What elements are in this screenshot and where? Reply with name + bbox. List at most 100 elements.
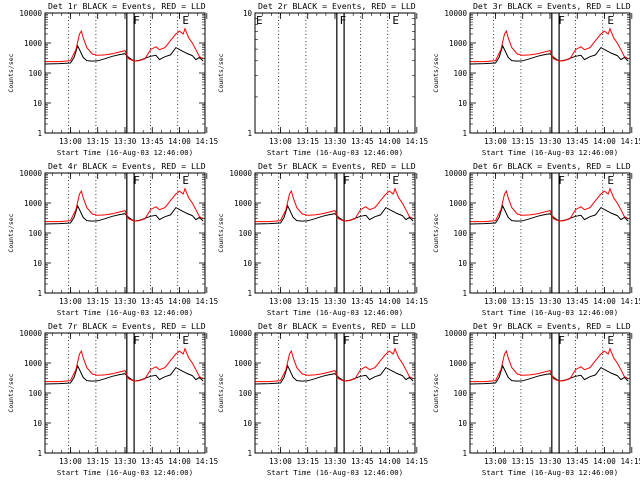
panel-5r: Det 5r BLACK = Events, RED = LLD Counts/s…: [217, 161, 428, 317]
x-tick-label: 14:15: [196, 297, 219, 306]
y-tick-label: 1: [462, 129, 467, 138]
y-tick-label: 100: [453, 229, 467, 238]
y-tick-label: 10: [458, 259, 468, 268]
lld-series-line: [470, 187, 629, 223]
x-tick-label: 13:45: [566, 457, 589, 466]
y-axis-label: Counts/sec: [217, 213, 225, 252]
flag-label: F: [343, 334, 350, 347]
x-tick-label: 13:45: [566, 297, 589, 306]
y-tick-label: 1000: [24, 39, 43, 48]
panel-4r: Det 4r BLACK = Events, RED = LLD Counts/s…: [7, 161, 218, 317]
x-tick-label: 13:00: [269, 137, 292, 146]
flag-label: F: [340, 14, 347, 27]
y-tick-label: 1: [37, 129, 42, 138]
y-tick-label: 10000: [444, 329, 467, 338]
y-tick-label: 1: [37, 289, 42, 298]
y-axis-label: Counts/sec: [7, 213, 15, 252]
flag-label: F: [343, 174, 350, 187]
flag-label: F: [133, 174, 140, 187]
y-tick-label: 10: [33, 99, 43, 108]
y-tick-label: 1: [37, 449, 42, 458]
lld-series-line: [470, 27, 629, 63]
y-tick-label: 10: [458, 99, 468, 108]
y-tick-label: 10000: [444, 9, 467, 18]
panel-title: Det 6r BLACK = Events, RED = LLD: [473, 161, 631, 171]
x-tick-label: 13:30: [324, 457, 347, 466]
panel-title: Det 4r BLACK = Events, RED = LLD: [48, 161, 206, 171]
y-tick-label: 10: [458, 419, 468, 428]
panel-title: Det 9r BLACK = Events, RED = LLD: [473, 321, 631, 331]
x-axis-label: Start Time (16-Aug-03 12:46:00): [267, 148, 403, 157]
y-tick-label: 10000: [444, 169, 467, 178]
y-tick-label: 100: [453, 69, 467, 78]
flag-label: F: [558, 174, 565, 187]
x-axis-label: Start Time (16-Aug-03 12:46:00): [482, 308, 618, 317]
plot-frame: [44, 172, 206, 294]
lld-series-line: [45, 187, 204, 223]
x-tick-label: 14:00: [378, 137, 401, 146]
x-tick-label: 14:15: [406, 457, 429, 466]
y-axis-label: Counts/sec: [217, 53, 225, 92]
x-tick-label: 13:45: [141, 297, 164, 306]
flag-label: E: [392, 174, 399, 187]
flag-label: F: [558, 14, 565, 27]
x-tick-label: 13:45: [351, 137, 374, 146]
x-axis-label: Start Time (16-Aug-03 12:46:00): [267, 308, 403, 317]
x-tick-label: 13:15: [511, 137, 534, 146]
x-tick-label: 13:45: [351, 457, 374, 466]
y-tick-label: 10000: [19, 329, 42, 338]
panel-2r: Det 2r BLACK = Events, RED = LLD Counts/s…: [217, 1, 428, 157]
x-tick-label: 14:15: [621, 297, 640, 306]
x-tick-label: 14:00: [593, 457, 616, 466]
x-tick-label: 14:00: [168, 297, 191, 306]
y-axis-label: Counts/sec: [7, 373, 15, 412]
plot-frame: [44, 12, 206, 134]
lld-series-line: [255, 347, 414, 383]
x-tick-label: 13:00: [269, 297, 292, 306]
x-tick-label: 13:00: [59, 457, 82, 466]
x-tick-label: 13:15: [511, 297, 534, 306]
x-tick-label: 13:30: [539, 457, 562, 466]
flag-label: F: [558, 334, 565, 347]
flag-label: E: [182, 174, 189, 187]
panel-title: Det 7r BLACK = Events, RED = LLD: [48, 321, 206, 331]
flag-label: E: [607, 334, 614, 347]
y-tick-label: 1: [247, 289, 252, 298]
x-tick-label: 13:30: [114, 297, 137, 306]
x-tick-label: 14:00: [593, 297, 616, 306]
panel-title: Det 2r BLACK = Events, RED = LLD: [258, 1, 416, 11]
panel-3r: Det 3r BLACK = Events, RED = LLD Counts/s…: [432, 1, 640, 157]
y-tick-label: 100: [28, 69, 42, 78]
panel-7r: Det 7r BLACK = Events, RED = LLD Counts/s…: [7, 321, 218, 477]
panel-title: Det 3r BLACK = Events, RED = LLD: [473, 1, 631, 11]
y-tick-label: 10: [243, 419, 253, 428]
plot-frame: [469, 12, 631, 134]
x-tick-label: 13:30: [539, 297, 562, 306]
flag-label: E: [182, 334, 189, 347]
x-tick-label: 13:00: [269, 457, 292, 466]
flag-label: E: [392, 14, 399, 27]
y-axis-label: Counts/sec: [7, 53, 15, 92]
y-tick-label: 10: [33, 419, 43, 428]
x-tick-label: 14:15: [196, 457, 219, 466]
x-tick-label: 13:45: [141, 457, 164, 466]
flag-label: E: [607, 14, 614, 27]
x-tick-label: 13:00: [484, 137, 507, 146]
x-tick-label: 14:15: [196, 137, 219, 146]
y-tick-label: 1: [247, 449, 252, 458]
y-tick-label: 1: [462, 289, 467, 298]
x-axis-label: Start Time (16-Aug-03 12:46:00): [267, 468, 403, 477]
x-tick-label: 14:15: [406, 297, 429, 306]
y-tick-label: 10000: [19, 9, 42, 18]
x-tick-label: 13:30: [324, 137, 347, 146]
x-tick-label: 14:00: [378, 297, 401, 306]
y-tick-label: 1000: [449, 359, 468, 368]
plot-frame: [254, 12, 416, 134]
x-tick-label: 13:45: [141, 137, 164, 146]
y-tick-label: 1000: [24, 199, 43, 208]
x-tick-label: 13:15: [296, 137, 319, 146]
flag-label: F: [133, 334, 140, 347]
x-tick-label: 14:15: [406, 137, 429, 146]
flag-label: E: [256, 14, 263, 27]
